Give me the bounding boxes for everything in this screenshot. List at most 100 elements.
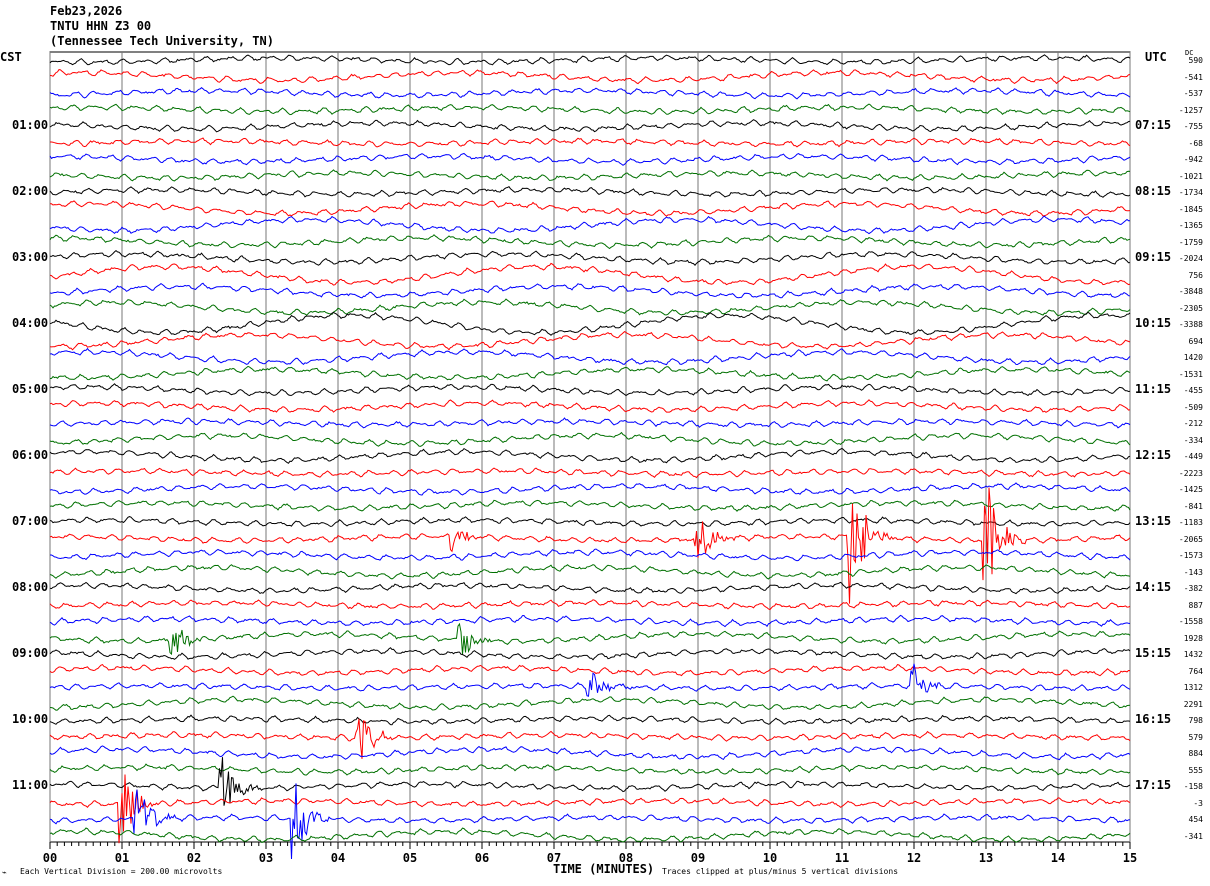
x-tick-label: 03: [259, 851, 273, 865]
dc-offset-label: -1183: [1178, 518, 1203, 527]
dc-offset-label: -68: [1188, 138, 1203, 148]
dc-offset-label: -1759: [1178, 237, 1203, 247]
x-tick-label: 06: [475, 851, 489, 865]
trace-line: [50, 137, 1131, 148]
dc-offset-label: 2291: [1183, 699, 1203, 709]
dc-offset-label: -541: [1183, 72, 1203, 82]
cst-hour-label: 05:00: [12, 382, 49, 396]
dc-offset-label: -1257: [1178, 105, 1203, 115]
trace-line: [49, 757, 1131, 806]
trace-line: [49, 663, 1131, 677]
x-tick-label: 09: [691, 851, 705, 865]
dc-offset-label: -942: [1183, 155, 1203, 164]
date-label: Feb23,2026: [50, 4, 123, 18]
trace-line: [49, 622, 1131, 656]
dc-offset-label: 1312: [1183, 683, 1203, 692]
dc-offset-label: -449: [1183, 452, 1203, 461]
trace-line: [49, 516, 1131, 527]
trace-line: [49, 186, 1131, 198]
dc-offset-label: 1928: [1183, 633, 1203, 643]
dc-offset-label: -334: [1183, 435, 1203, 445]
x-tick-label: 04: [331, 851, 345, 865]
trace-line: [49, 69, 1131, 85]
cst-axis-title: CST: [0, 50, 22, 64]
dc-offset-label: 555: [1188, 765, 1203, 775]
cst-hour-label: 08:00: [12, 580, 49, 594]
dc-offset-label: -537: [1183, 89, 1203, 98]
dc-offset-label: 798: [1188, 716, 1203, 725]
trace-line: [49, 482, 1131, 496]
dc-offset-label: -1558: [1178, 617, 1203, 626]
dc-offset-label: 884: [1188, 749, 1203, 758]
utc-hour-label: 10:15: [1135, 316, 1172, 330]
trace-line: [49, 54, 1131, 66]
dc-offset-label: -1734: [1178, 188, 1203, 197]
x-tick-label: 01: [115, 851, 129, 865]
trace-line: [49, 647, 1131, 661]
utc-hour-label: 16:15: [1135, 712, 1172, 726]
trace-line: [49, 663, 1131, 697]
dc-offset-label: -2024: [1178, 254, 1203, 263]
trace-line: [49, 399, 1131, 413]
trace-line: [49, 169, 1131, 182]
utc-hour-label: 17:15: [1135, 778, 1172, 792]
x-tick-label: 10: [763, 851, 777, 865]
x-tick-label: 14: [1051, 851, 1065, 865]
trace-line: [49, 695, 1131, 711]
trace-line: [49, 614, 1131, 628]
trace-line: [49, 827, 1131, 843]
trace-line: [49, 200, 1131, 217]
trace-line: [49, 745, 1131, 761]
scale-note: Each Vertical Division = 200.00 microvol…: [20, 867, 223, 876]
trace-line: [49, 467, 1131, 479]
dc-offset-label: -1425: [1178, 485, 1203, 494]
trace-line: [49, 599, 1131, 611]
dc-offset-label: -509: [1183, 402, 1203, 412]
trace-line: [49, 487, 1131, 604]
x-tick-label: 07: [547, 851, 561, 865]
trace-line: [49, 347, 1131, 366]
cst-hour-label: 10:00: [12, 712, 49, 726]
trace-line: [49, 774, 1131, 844]
trace-line: [49, 87, 1131, 100]
cst-hour-label: 07:00: [12, 514, 49, 528]
dc-offset-label: -1573: [1178, 551, 1203, 560]
clip-note: Traces clipped at plus/minus 5 vertical …: [662, 867, 899, 876]
dc-offset-label: -1845: [1178, 204, 1203, 214]
cst-hour-label: 11:00: [12, 778, 49, 792]
dc-offset-label: 887: [1188, 600, 1203, 610]
utc-hour-label: 11:15: [1135, 382, 1172, 396]
trace-line: [49, 718, 1131, 759]
scale-icon: ⌁: [2, 868, 7, 877]
dc-offset-label: -1531: [1178, 369, 1203, 379]
dc-offset-label: -3388: [1178, 320, 1203, 329]
station-label: TNTU HHN Z3 00: [50, 19, 152, 33]
cst-hour-label: 06:00: [12, 448, 49, 462]
trace-line: [49, 431, 1131, 447]
dc-offset-label: -3848: [1178, 287, 1203, 296]
x-tick-label: 13: [979, 851, 993, 865]
cst-hour-label: 01:00: [12, 118, 49, 132]
x-tick-label: 11: [835, 851, 849, 865]
utc-hour-label: 08:15: [1135, 184, 1172, 198]
utc-axis-title: UTC: [1145, 50, 1167, 64]
utc-hour-label: 15:15: [1135, 646, 1172, 660]
dc-offset-label: 694: [1188, 336, 1203, 346]
dc-offset-label: -841: [1183, 501, 1203, 511]
dc-offset-label: -341: [1183, 831, 1203, 841]
trace-line: [49, 298, 1131, 317]
dc-offset-label: 454: [1188, 815, 1203, 824]
x-tick-label: 00: [43, 851, 57, 865]
dc-offset-label: -2223: [1178, 468, 1203, 478]
trace-line: [49, 311, 1131, 336]
dc-offset-label: -212: [1183, 419, 1203, 428]
dc-offset-label: 579: [1188, 732, 1203, 742]
trace-line: [49, 234, 1131, 250]
x-tick-label: 02: [187, 851, 201, 865]
dc-offset-label: -382: [1183, 584, 1203, 593]
dc-offset-label: -2305: [1178, 303, 1203, 313]
trace-line: [49, 383, 1131, 397]
trace-line: [49, 262, 1131, 286]
cst-hour-label: 03:00: [12, 250, 49, 264]
